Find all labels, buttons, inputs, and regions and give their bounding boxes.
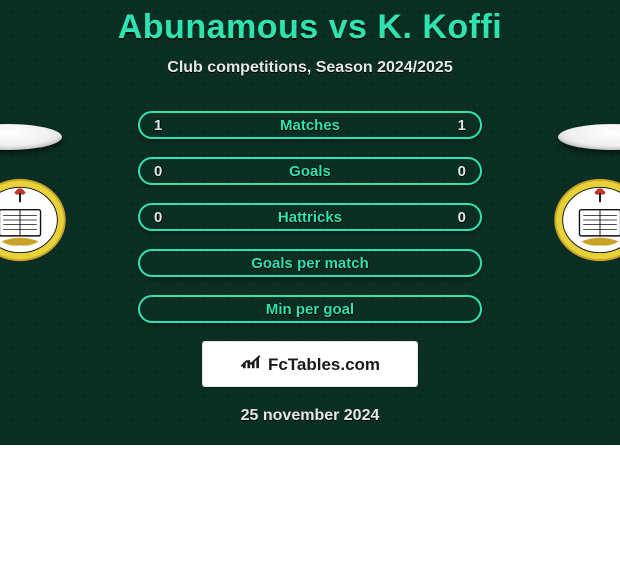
stat-left-value: 1 (154, 117, 174, 134)
stat-right-value: 1 (446, 117, 466, 134)
brand-link[interactable]: FcTables.com (202, 341, 418, 387)
stat-right-value: 0 (446, 163, 466, 180)
stat-left-value: 0 (154, 163, 174, 180)
club-badge-right (552, 178, 620, 262)
stat-label: Min per goal (174, 301, 446, 318)
stat-row-min-per-goal: Min per goal (138, 295, 482, 323)
stat-row-goals-per-match: Goals per match (138, 249, 482, 277)
brand-logo: FcTables.com (240, 354, 380, 375)
stat-row-matches: 1 Matches 1 (138, 111, 482, 139)
stat-label: Matches (174, 117, 446, 134)
subtitle: Club competitions, Season 2024/2025 (0, 59, 620, 77)
stat-label: Goals (174, 163, 446, 180)
player-photo-left-placeholder (0, 124, 62, 150)
stat-label: Hattricks (174, 209, 446, 226)
player-photo-right-placeholder (558, 124, 620, 150)
stat-left-value: 0 (154, 209, 174, 226)
brand-text: FcTables.com (268, 355, 380, 375)
date-label: 25 november 2024 (0, 407, 620, 425)
bar-chart-icon (240, 354, 262, 370)
page-title: Abunamous vs K. Koffi (0, 0, 620, 47)
stat-row-goals: 0 Goals 0 (138, 157, 482, 185)
stat-label: Goals per match (174, 255, 446, 272)
stats-container: 1 Matches 1 0 Goals 0 0 Hattricks 0 Goal… (138, 111, 482, 323)
comparison-card: Abunamous vs K. Koffi Club competitions,… (0, 0, 620, 445)
stat-row-hattricks: 0 Hattricks 0 (138, 203, 482, 231)
stat-right-value: 0 (446, 209, 466, 226)
club-badge-left (0, 178, 68, 262)
